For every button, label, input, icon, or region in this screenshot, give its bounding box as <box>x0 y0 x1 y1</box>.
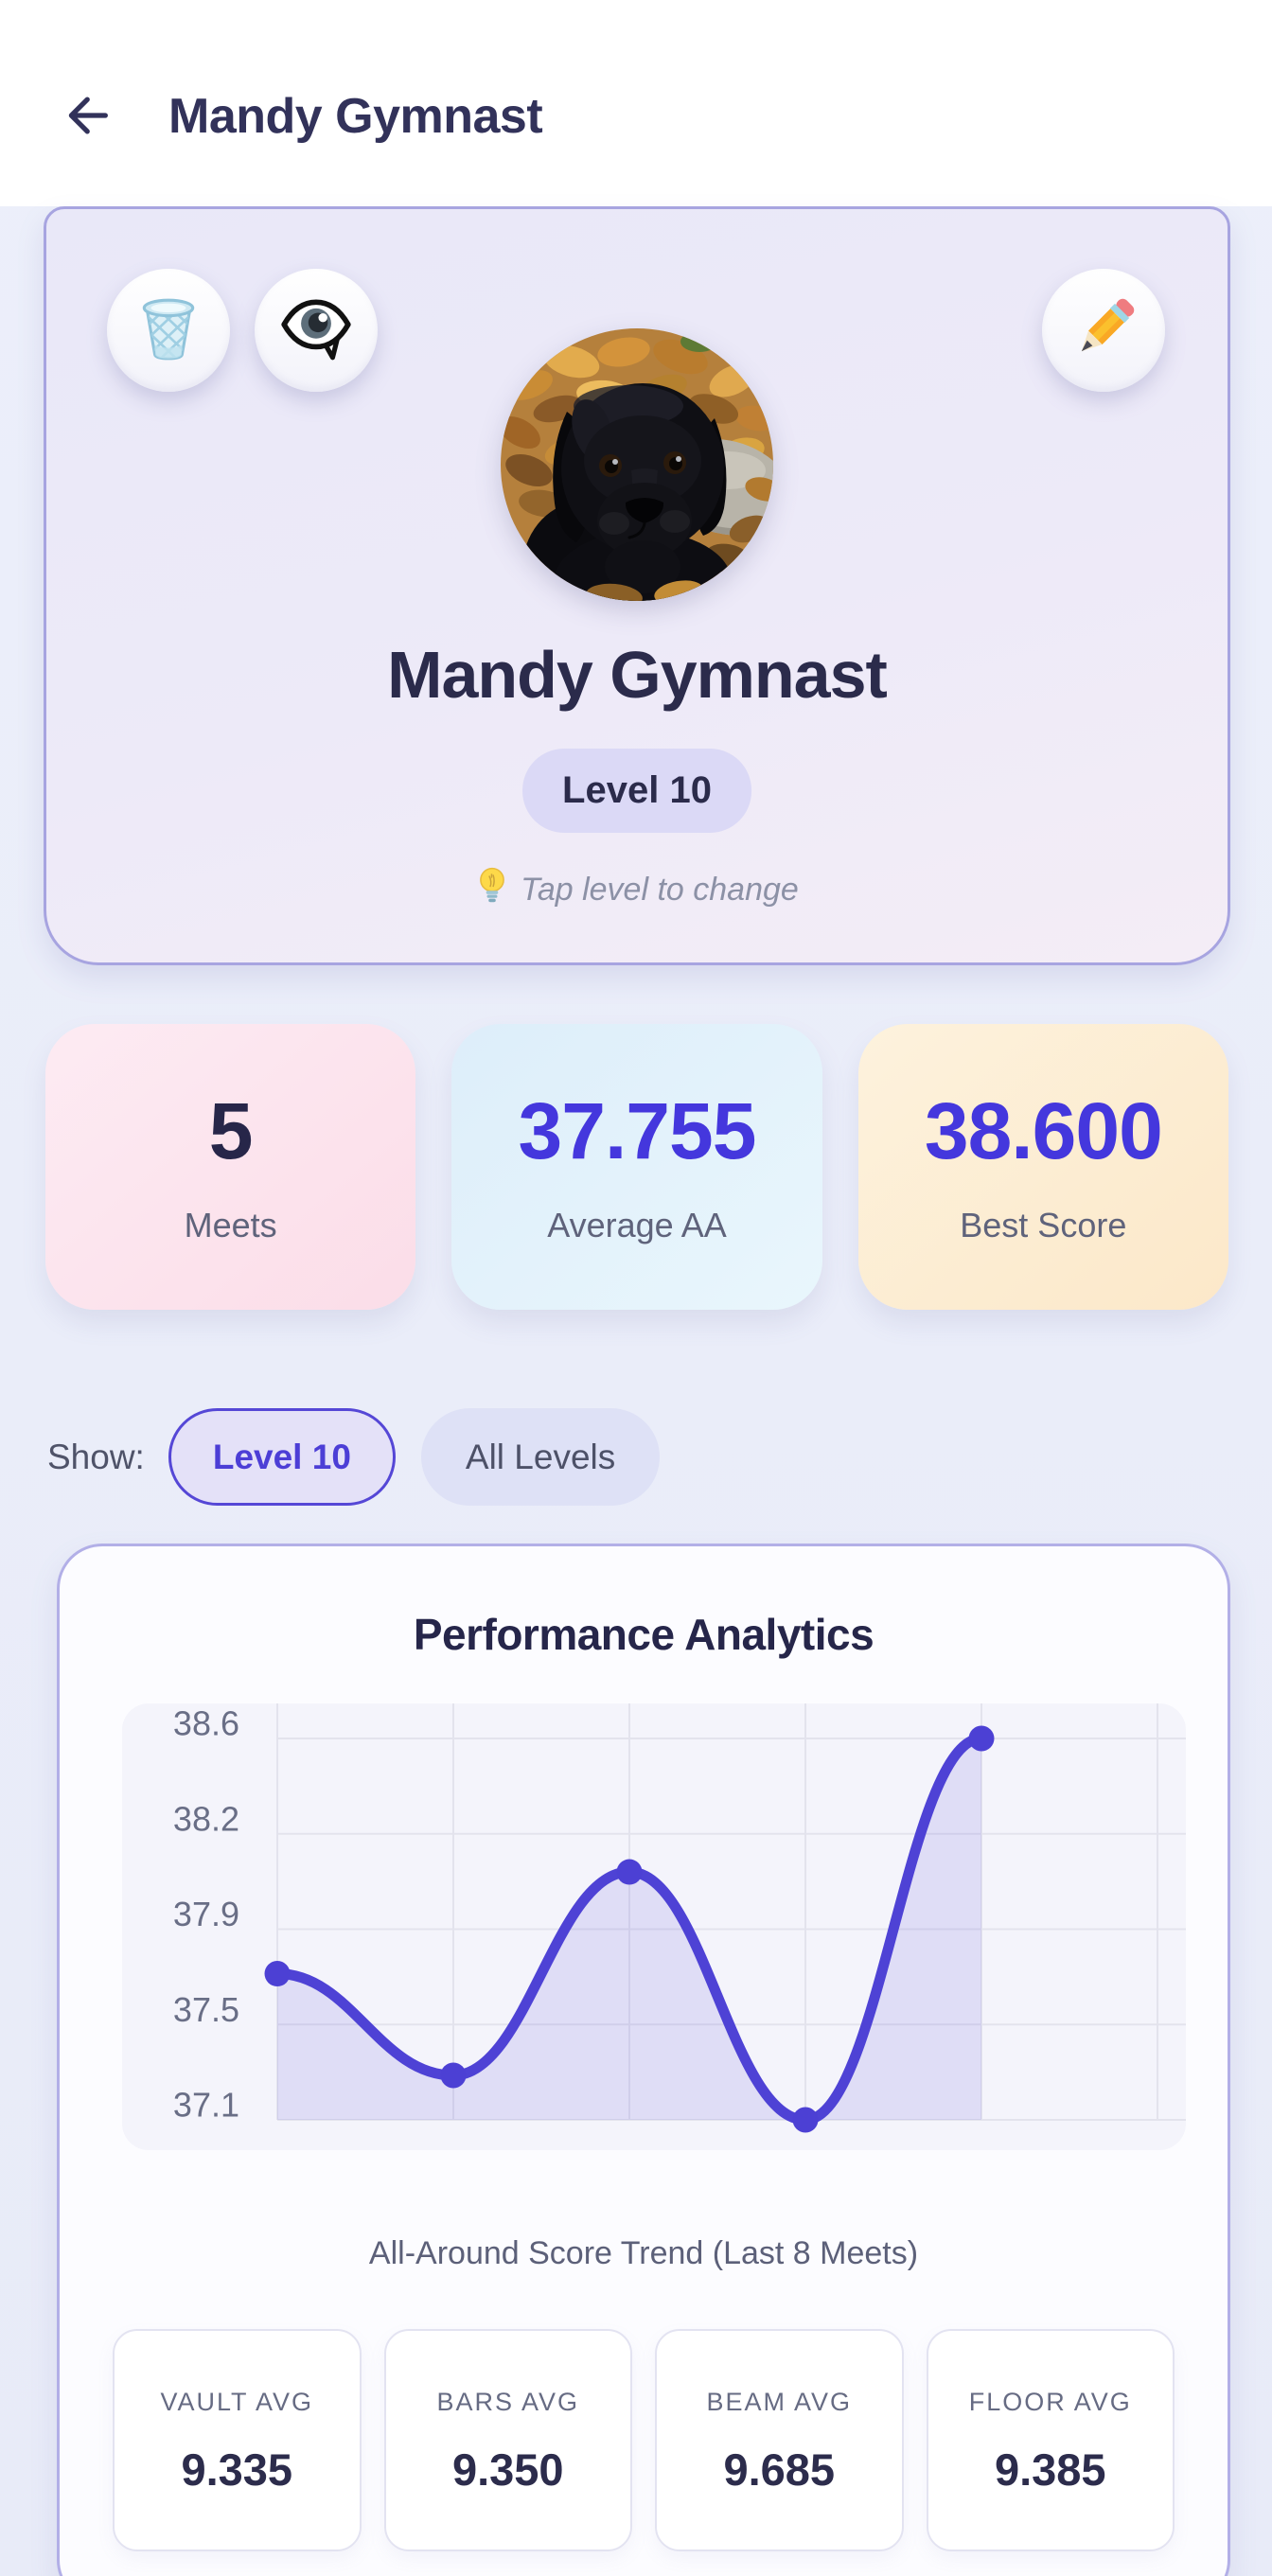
avatar[interactable] <box>501 328 773 601</box>
level-badge[interactable]: Level 10 <box>522 749 751 833</box>
puppy-photo <box>501 328 773 601</box>
level-hint: Tap level to change <box>46 866 1228 914</box>
arrow-left-icon <box>60 90 111 144</box>
page-title: Mandy Gymnast <box>168 89 543 144</box>
vault-avg-label: VAULT AVG <box>160 2387 314 2416</box>
meets-value: 5 <box>208 1086 254 1175</box>
chart-point <box>440 2062 467 2089</box>
view-profile-button[interactable] <box>255 269 378 392</box>
chart-caption: All-Around Score Trend (Last 8 Meets) <box>368 2235 919 2271</box>
aa-trend-svg: 38.6 38.2 37.9 37.5 37.1 <box>173 1703 1186 2133</box>
trash-icon <box>137 294 200 367</box>
filter-all-levels[interactable]: All Levels <box>420 1408 661 1506</box>
aa-trend-chart: 38.6 38.2 37.9 37.5 37.1 <box>122 1703 1186 2150</box>
filter-row: Show: Level 10 All Levels <box>47 1408 1272 1506</box>
floor-avg-box: FLOOR AVG 9.385 <box>926 2329 1175 2551</box>
level-hint-text: Tap level to change <box>521 872 799 908</box>
delete-gymnast-button[interactable] <box>107 269 230 392</box>
analytics-title: Performance Analytics <box>413 1610 874 1659</box>
pencil-icon <box>1065 291 1142 371</box>
event-averages-grid: VAULT AVG 9.335 BARS AVG 9.350 BEAM AVG … <box>113 2329 1175 2551</box>
chart-point <box>968 1725 995 1752</box>
profile-card: Mandy Gymnast Level 10 Tap level to chan… <box>44 206 1230 965</box>
chart-point <box>792 2107 819 2133</box>
stat-card-average-aa: 37.755 Average AA <box>451 1024 822 1310</box>
chart-point <box>616 1859 643 1885</box>
floor-avg-label: FLOOR AVG <box>968 2387 1132 2416</box>
average-aa-label: Average AA <box>547 1206 727 1244</box>
chart-line <box>272 1733 987 2126</box>
vault-avg-box: VAULT AVG 9.335 <box>113 2329 362 2551</box>
y-tick-label: 37.5 <box>173 1990 239 2029</box>
stat-card-meets: 5 Meets <box>45 1024 416 1310</box>
y-tick-label: 38.6 <box>173 1704 239 1743</box>
y-tick-label: 37.9 <box>173 1895 239 1933</box>
beam-avg-value: 9.685 <box>723 2444 836 2495</box>
chart-area-fill <box>277 1738 981 2120</box>
bars-avg-label: BARS AVG <box>436 2387 580 2416</box>
y-tick-label: 38.2 <box>173 1799 239 1838</box>
stats-row: 5 Meets 37.755 Average AA 38.600 Best Sc… <box>45 1024 1228 1310</box>
beam-avg-box: BEAM AVG 9.685 <box>655 2329 904 2551</box>
gymnast-name: Mandy Gymnast <box>387 638 888 712</box>
floor-avg-value: 9.385 <box>994 2444 1106 2495</box>
chart-point <box>264 1961 291 1987</box>
stat-card-best-score: 38.600 Best Score <box>857 1024 1228 1310</box>
performance-analytics-card: Performance Analytics 38.6 38.2 37.9 37.5 37… <box>57 1544 1230 2576</box>
lightbulb-icon <box>475 866 509 914</box>
best-score-value: 38.600 <box>924 1086 1163 1175</box>
edit-profile-button[interactable] <box>1042 269 1165 392</box>
beam-avg-label: BEAM AVG <box>706 2387 853 2416</box>
eye-icon <box>279 297 353 364</box>
bars-avg-box: BARS AVG 9.350 <box>383 2329 632 2551</box>
average-aa-value: 37.755 <box>518 1086 757 1175</box>
y-tick-label: 37.1 <box>173 2086 239 2125</box>
best-score-label: Best Score <box>960 1206 1127 1244</box>
show-label: Show: <box>47 1437 145 1476</box>
filter-level-10[interactable]: Level 10 <box>168 1408 396 1506</box>
meets-label: Meets <box>184 1206 277 1244</box>
app-header: Mandy Gymnast <box>0 0 1272 206</box>
vault-avg-value: 9.335 <box>181 2444 293 2495</box>
back-button[interactable] <box>59 90 112 143</box>
bars-avg-value: 9.350 <box>451 2444 564 2495</box>
